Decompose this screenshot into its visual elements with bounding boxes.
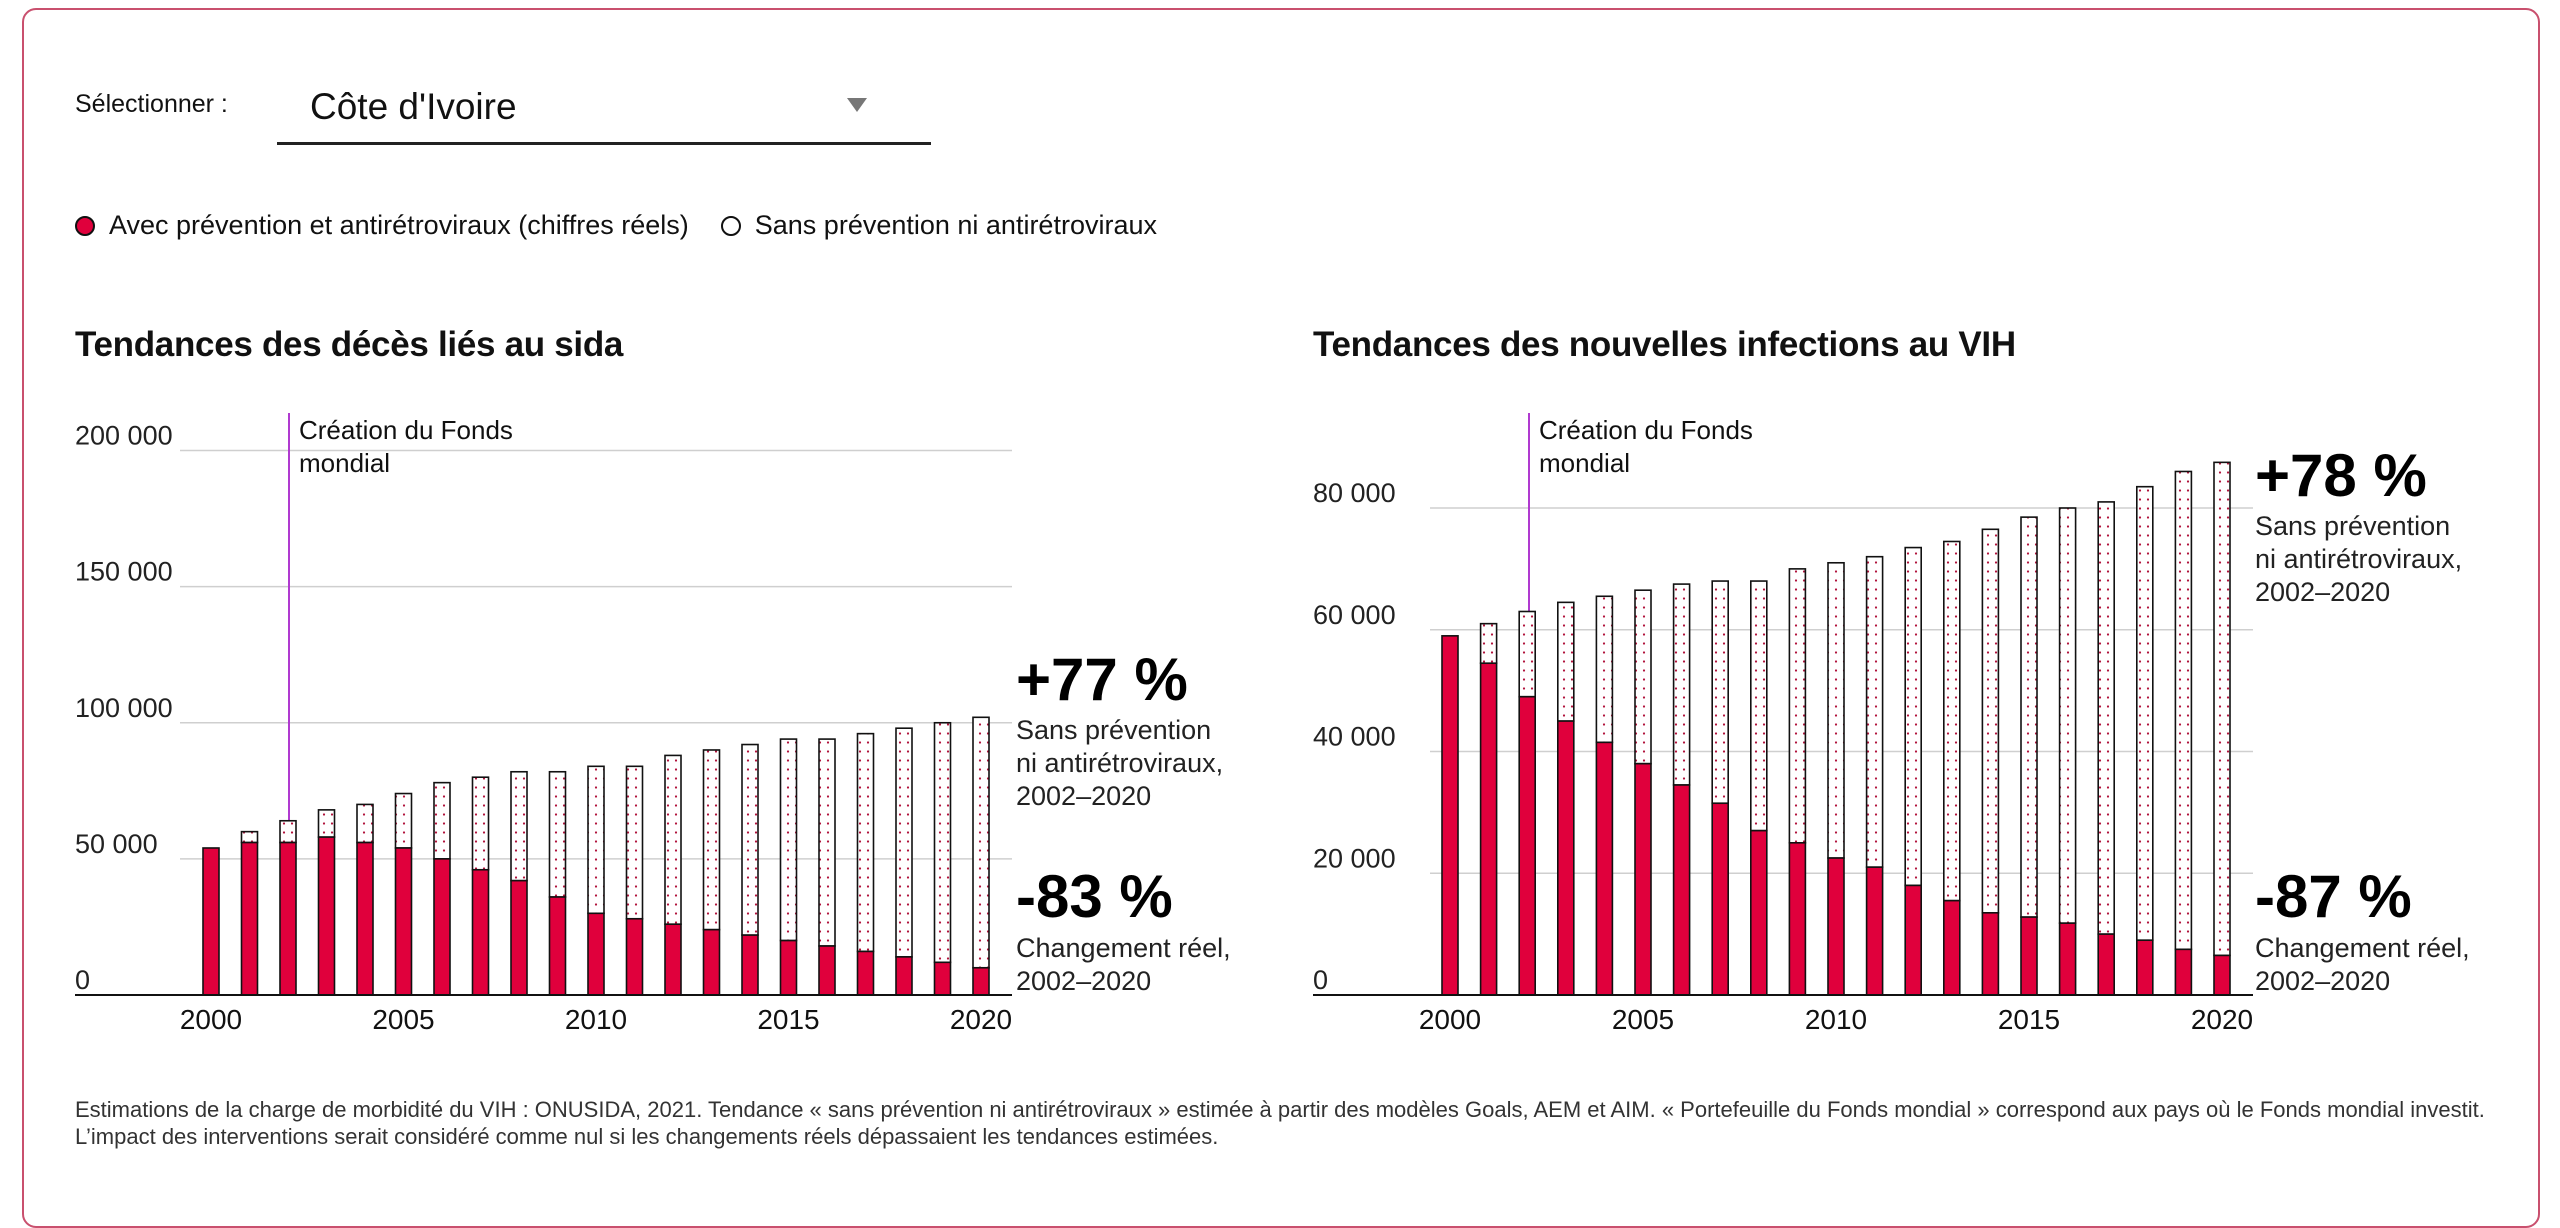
bar-counterfactual (2020, 516, 2038, 918)
bar-counterfactual (1634, 589, 1652, 765)
bar-actual (2058, 922, 2077, 996)
bar-actual (1981, 912, 2000, 996)
country-select-value: Côte d'Ivoire (310, 86, 517, 127)
footnote: Estimations de la charge de morbidité du… (75, 1097, 2485, 1149)
annotation-bottom-line1: Changement réel, (2255, 933, 2470, 963)
annotation-bottom-value: -87 % (2255, 863, 2412, 930)
bar-counterfactual (1827, 561, 1845, 859)
y-tick-label: 20 000 (1313, 843, 1396, 873)
x-tick-label: 2015 (757, 1004, 819, 1035)
y-tick-label: 80 000 (1313, 478, 1396, 508)
caret-down-icon (847, 98, 867, 112)
annotation-bottom-line2: 2002–2020 (1016, 966, 1151, 996)
bar-actual (1479, 662, 1498, 996)
y-tick-label: 60 000 (1313, 600, 1396, 630)
bar-actual (1711, 802, 1729, 996)
bar-counterfactual (2174, 470, 2193, 951)
x-tick-label: 2010 (1805, 1004, 1867, 1035)
bar-actual (1441, 635, 1459, 996)
x-tick-label: 2020 (950, 1004, 1012, 1035)
x-tick-label: 2015 (1998, 1004, 2060, 1035)
y-tick-label: 40 000 (1313, 722, 1396, 752)
filled-circle-icon (75, 215, 95, 236)
bar-counterfactual (1672, 583, 1691, 786)
bar-counterfactual (1518, 610, 1536, 698)
annotation-top-value: +77 % (1016, 646, 1188, 713)
x-tick-label: 2005 (1612, 1004, 1674, 1035)
bar-counterfactual (1479, 622, 1498, 665)
bar-actual (2136, 939, 2154, 996)
annotation-top-line3: 2002–2020 (1016, 781, 1151, 811)
y-tick-label: 50 000 (75, 829, 158, 859)
bar-actual (2020, 916, 2038, 996)
x-tick-label: 2000 (1419, 1004, 1481, 1035)
country-select[interactable]: Côte d'Ivoire (277, 70, 931, 145)
bar-actual (1827, 857, 1845, 996)
annotation-bottom-line2: 2002–2020 (2255, 966, 2390, 996)
bar-actual (1904, 884, 1922, 996)
deaths-chart: 0 50 000 100 000 150 000 200 000 Création du … (75, 413, 1231, 1035)
marker-label-line2: mondial (1539, 448, 1630, 478)
legend-item-actual[interactable]: Avec prévention et antirétroviraux (chif… (75, 210, 689, 241)
annotation-top-line3: 2002–2020 (2255, 577, 2390, 607)
bar-actual (1518, 695, 1536, 996)
bar-counterfactual (2097, 501, 2115, 935)
bar-counterfactual (1981, 528, 2000, 914)
bar-actual (2174, 948, 2193, 996)
x-tick-label: 2000 (180, 1004, 242, 1035)
bar-counterfactual (1788, 568, 1807, 844)
bar-actual (2213, 954, 2231, 996)
annotation-top-line1: Sans prévention (1016, 715, 1211, 745)
bar-actual (1672, 784, 1691, 996)
bar-counterfactual (2136, 485, 2154, 942)
y-tick-label: 0 (1313, 965, 1328, 995)
bar-actual (1634, 762, 1652, 996)
bar-actual (1865, 866, 1884, 996)
annotation-top-line2: ni antirétroviraux, (2255, 544, 2462, 574)
bar-counterfactual (1595, 595, 1614, 744)
bar-counterfactual (1943, 540, 1961, 902)
annotation-top-line1: Sans prévention (2255, 511, 2450, 541)
chart-title-deaths: Tendances des décès liés au sida (75, 325, 624, 364)
bar-counterfactual (1711, 580, 1729, 805)
marker-label-line2: mondial (299, 448, 390, 478)
annotation-top-line2: ni antirétroviraux, (1016, 748, 1223, 778)
empty-circle-icon (720, 215, 741, 236)
x-tick-label: 2010 (565, 1004, 627, 1035)
y-tick-label: 200 000 (75, 421, 173, 451)
marker-label-line1: Création du Fonds (1539, 415, 1753, 445)
x-tick-label: 2005 (372, 1004, 434, 1035)
bar-counterfactual (1750, 580, 1768, 832)
y-tick-label: 150 000 (75, 557, 173, 587)
legend-label-actual: Avec prévention et antirétroviraux (chif… (109, 210, 689, 240)
infections-chart: 0 20 000 40 000 60 000 80 000 Création du Fon… (1313, 413, 2470, 1035)
marker-label-line1: Création du Fonds (299, 415, 513, 445)
bar-counterfactual (2213, 461, 2231, 957)
x-tick-label: 2020 (2191, 1004, 2253, 1035)
bar-counterfactual (2058, 507, 2077, 924)
legend: Avec prévention et antirétroviraux (chif… (75, 210, 1189, 241)
bar-actual (1943, 899, 1961, 996)
bar-actual (1750, 829, 1768, 996)
legend-item-counterfactual[interactable]: Sans prévention ni antirétroviraux (720, 210, 1157, 241)
y-tick-label: 0 (75, 965, 90, 995)
bar-actual (2097, 933, 2115, 996)
y-tick-label: 100 000 (75, 693, 173, 723)
bar-counterfactual (1904, 546, 1922, 887)
selector-label: Sélectionner : (75, 90, 228, 118)
bar-actual (1595, 741, 1614, 996)
annotation-top-value: +78 % (2255, 442, 2427, 509)
bar-actual (1557, 720, 1575, 996)
bar-actual (1788, 842, 1807, 996)
legend-label-counterfactual: Sans prévention ni antirétroviraux (754, 210, 1157, 240)
bar-counterfactual (1865, 555, 1884, 868)
annotation-bottom-value: -83 % (1016, 863, 1173, 930)
chart-title-infections: Tendances des nouvelles infections au VI… (1313, 325, 2016, 364)
bar-counterfactual (1557, 601, 1575, 722)
annotation-bottom-line1: Changement réel, (1016, 933, 1231, 963)
